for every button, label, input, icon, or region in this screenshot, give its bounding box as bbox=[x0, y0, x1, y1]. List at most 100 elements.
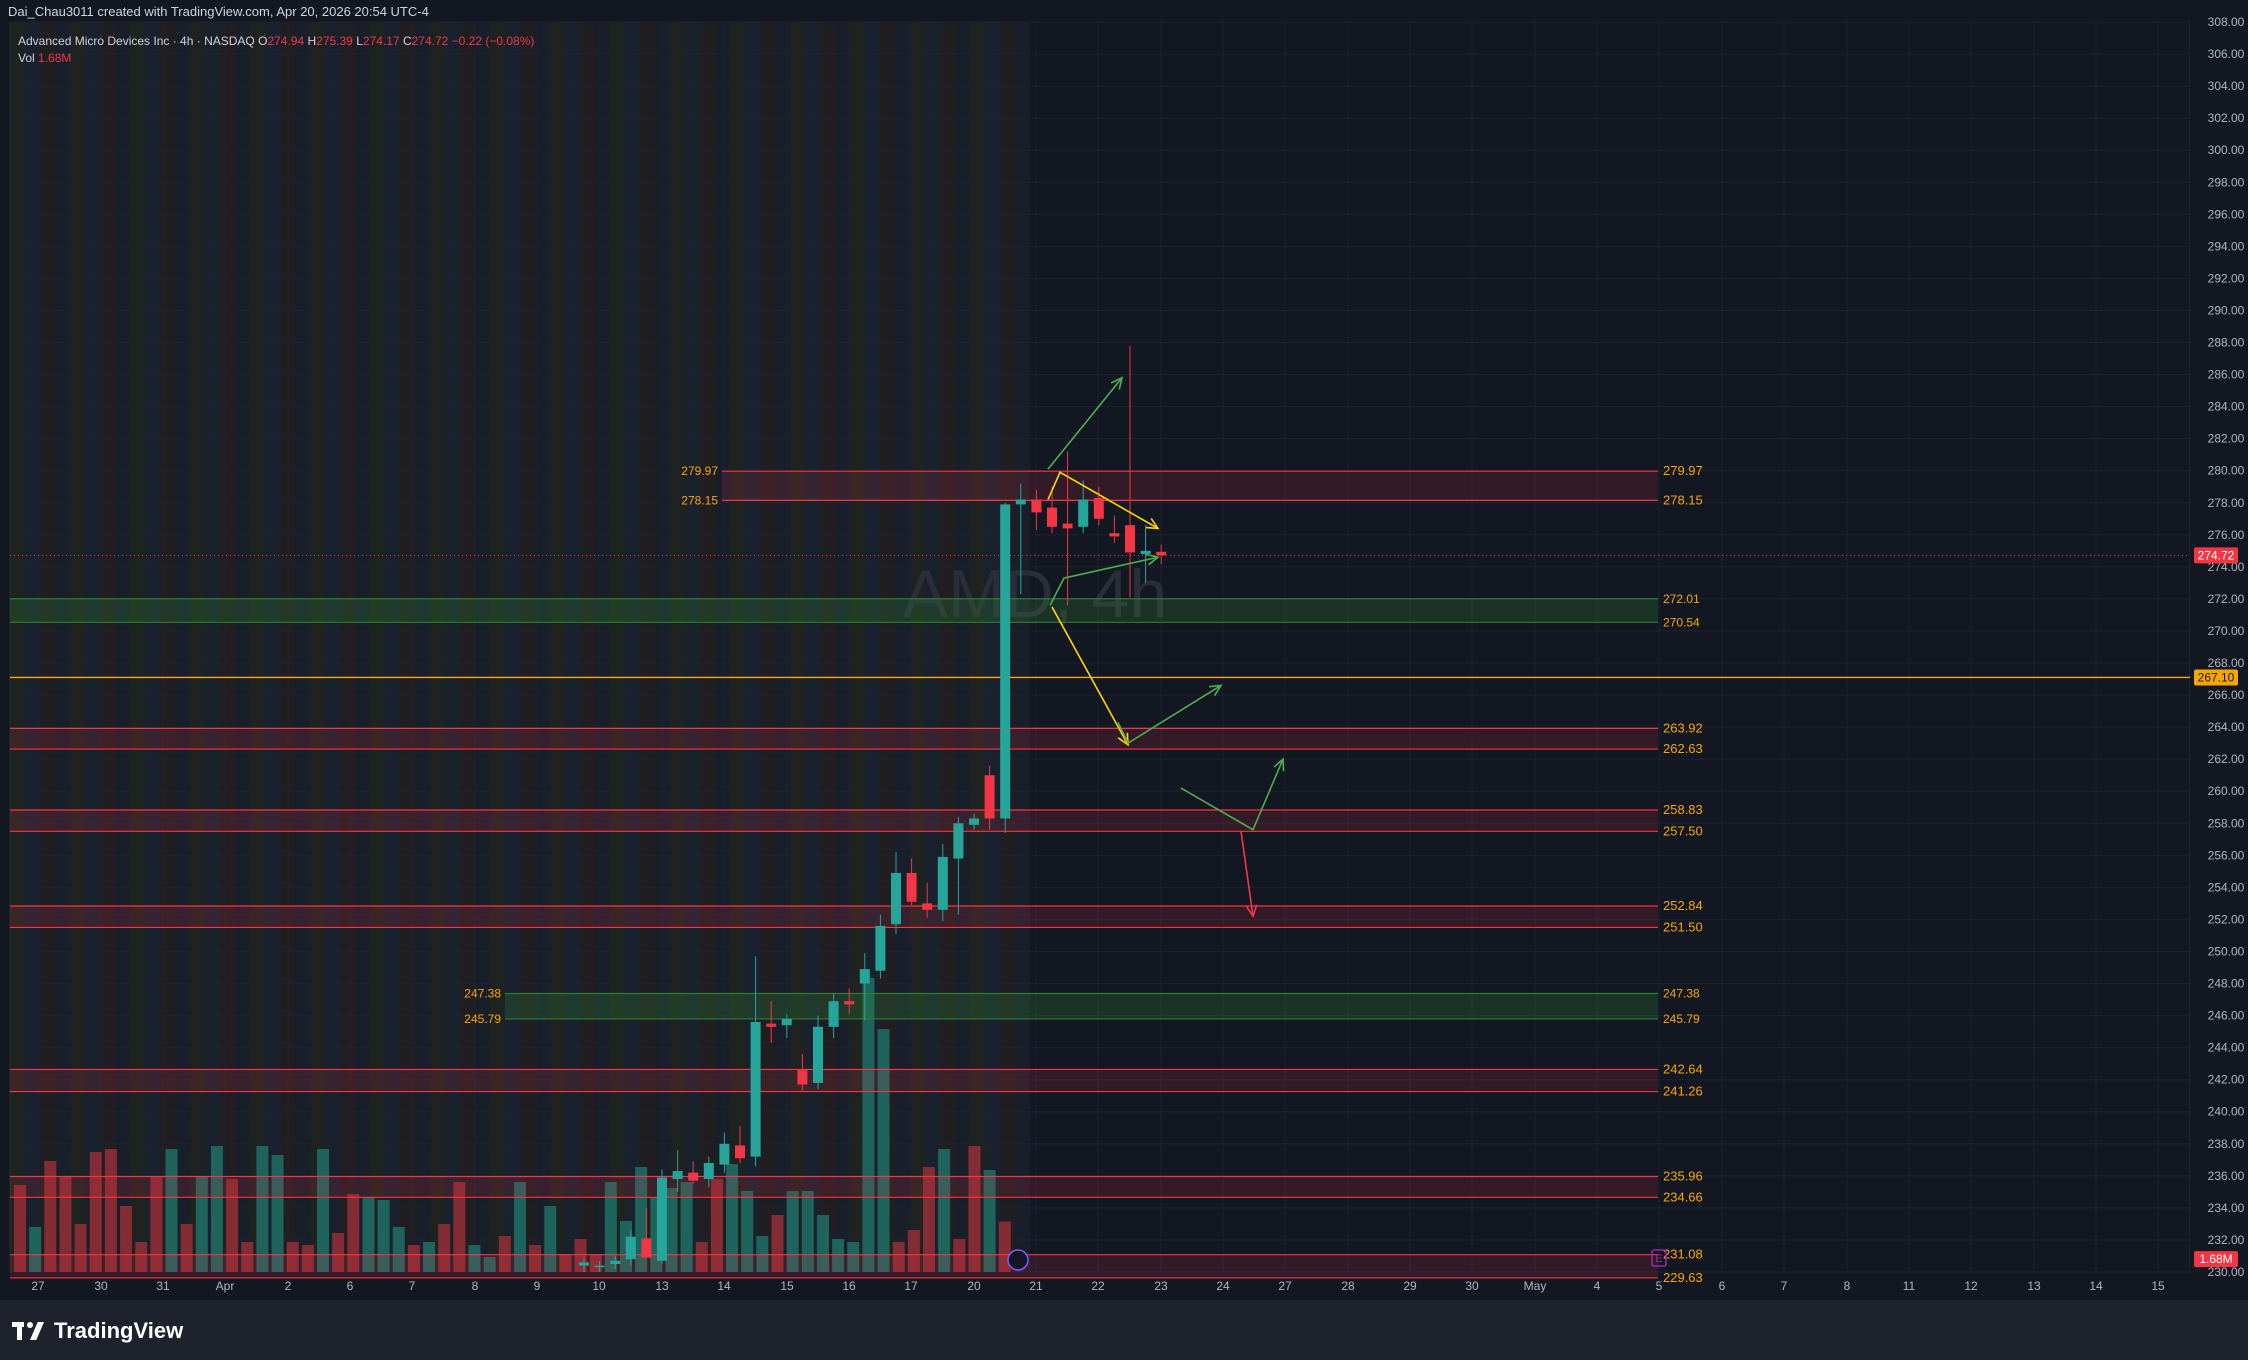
volume-bar bbox=[892, 1242, 905, 1272]
session-band bbox=[505, 22, 520, 1272]
candle bbox=[1125, 525, 1135, 553]
time-tick: 6 bbox=[347, 1279, 354, 1293]
candle bbox=[766, 1023, 777, 1027]
volume-bar bbox=[407, 1245, 420, 1272]
support-zone[interactable] bbox=[10, 598, 1658, 623]
resistance-zone[interactable] bbox=[10, 905, 1658, 928]
volume-bar bbox=[710, 1179, 723, 1272]
earnings-marker[interactable] bbox=[1651, 1249, 1667, 1267]
time-tick: 14 bbox=[717, 1279, 731, 1293]
session-band bbox=[445, 22, 460, 1272]
symbol-legend[interactable]: Advanced Micro Devices Inc · 4h · NASDAQ… bbox=[18, 34, 534, 48]
arrow-head bbox=[1117, 732, 1129, 747]
time-tick: 4 bbox=[1594, 1279, 1601, 1293]
volume-bar bbox=[968, 1146, 981, 1272]
volume-bar bbox=[483, 1257, 496, 1272]
candle bbox=[797, 1070, 808, 1085]
projection-arrow[interactable] bbox=[1047, 471, 1159, 530]
candle bbox=[1062, 523, 1073, 529]
projection-arrow[interactable] bbox=[1051, 606, 1129, 746]
price-tick: 278.00 bbox=[2208, 496, 2245, 510]
zone-label: 251.50 bbox=[1663, 919, 1703, 934]
price-tick: 254.00 bbox=[2208, 880, 2245, 894]
volume-bar bbox=[816, 1215, 829, 1272]
session-band bbox=[475, 22, 490, 1272]
price-tick: 304.00 bbox=[2208, 79, 2245, 93]
volume-bar bbox=[544, 1206, 557, 1272]
candle bbox=[625, 1236, 636, 1260]
session-band bbox=[370, 22, 385, 1272]
volume-bar bbox=[59, 1176, 72, 1272]
time-tick: 13 bbox=[2027, 1279, 2041, 1293]
time-tick: 27 bbox=[31, 1279, 45, 1293]
volume-bar bbox=[332, 1233, 345, 1272]
volume-bar bbox=[89, 1152, 102, 1272]
volume-bar bbox=[923, 1167, 935, 1272]
volume-legend[interactable]: Vol 1.68M bbox=[18, 51, 71, 65]
price-tick: 268.00 bbox=[2208, 656, 2245, 670]
earnings-marker-label: E bbox=[1655, 1253, 1662, 1265]
volume-bar bbox=[771, 1215, 784, 1272]
zone-label: 258.83 bbox=[1663, 802, 1703, 817]
price-chart[interactable]: AMD, 4h 279.97 278.15 279.97 278.15 272.01 270… bbox=[0, 0, 2248, 1300]
zone-label: 262.63 bbox=[1663, 741, 1703, 756]
volume-bar bbox=[983, 1170, 996, 1272]
volume-bar bbox=[347, 1194, 360, 1272]
candle bbox=[1047, 507, 1057, 527]
session-band bbox=[430, 22, 445, 1272]
volume-bar bbox=[377, 1200, 390, 1272]
price-tick: 274.00 bbox=[2208, 560, 2245, 574]
projection-arrow[interactable] bbox=[1117, 684, 1222, 745]
projection-arrow[interactable] bbox=[1180, 758, 1284, 831]
time-tick: 8 bbox=[472, 1279, 479, 1293]
resistance-zone[interactable] bbox=[10, 809, 1658, 832]
price-tick: 250.00 bbox=[2208, 944, 2245, 958]
time-tick: 9 bbox=[534, 1279, 541, 1293]
session-band bbox=[160, 22, 175, 1272]
price-tick: 282.00 bbox=[2208, 432, 2245, 446]
candle bbox=[750, 1022, 761, 1157]
zone-label: 245.79 bbox=[1663, 1012, 1700, 1026]
volume-bar bbox=[741, 1191, 754, 1272]
session-band bbox=[235, 22, 250, 1272]
projection-arrow[interactable] bbox=[1240, 831, 1254, 917]
volume-bar bbox=[423, 1242, 436, 1272]
watermark: AMD, 4h bbox=[903, 556, 1168, 632]
session-band bbox=[55, 22, 70, 1272]
support-zone[interactable] bbox=[505, 993, 1658, 1019]
volume-bar bbox=[165, 1149, 178, 1272]
zone-label: 278.15 bbox=[1663, 492, 1703, 507]
candle bbox=[875, 925, 886, 971]
volume-bar bbox=[801, 1191, 814, 1272]
price-axis[interactable] bbox=[2190, 22, 2246, 1272]
projection-arrow[interactable] bbox=[1047, 377, 1123, 470]
tradingview-logo[interactable]: TradingView bbox=[12, 1318, 183, 1344]
price-tick: 294.00 bbox=[2208, 239, 2245, 253]
volume-bar bbox=[680, 1182, 693, 1272]
volume-bar bbox=[29, 1227, 42, 1272]
candle bbox=[1156, 551, 1167, 556]
price-tick: 276.00 bbox=[2208, 528, 2245, 542]
resistance-zone[interactable] bbox=[10, 1254, 1658, 1278]
time-tick: 16 bbox=[842, 1279, 856, 1293]
resistance-zone[interactable] bbox=[10, 1069, 1658, 1092]
session-band bbox=[850, 22, 865, 1272]
time-tick: 15 bbox=[2151, 1279, 2165, 1293]
session-band bbox=[250, 22, 265, 1272]
session-band bbox=[760, 22, 775, 1272]
time-tick: 30 bbox=[1465, 1279, 1479, 1293]
resistance-zone[interactable] bbox=[722, 471, 1658, 501]
session-band bbox=[490, 22, 505, 1272]
resistance-zone[interactable] bbox=[10, 728, 1658, 750]
session-band bbox=[460, 22, 475, 1272]
price-tick: 260.00 bbox=[2208, 784, 2245, 798]
dividend-marker[interactable] bbox=[1007, 1249, 1029, 1271]
time-tick: 27 bbox=[1278, 1279, 1292, 1293]
candle bbox=[969, 818, 979, 825]
session-band bbox=[310, 22, 325, 1272]
session-band bbox=[925, 22, 940, 1272]
volume-bar bbox=[256, 1146, 269, 1272]
zone-label: 231.08 bbox=[1663, 1247, 1703, 1262]
projection-arrow[interactable] bbox=[1049, 556, 1159, 606]
resistance-zone[interactable] bbox=[10, 1176, 1658, 1198]
